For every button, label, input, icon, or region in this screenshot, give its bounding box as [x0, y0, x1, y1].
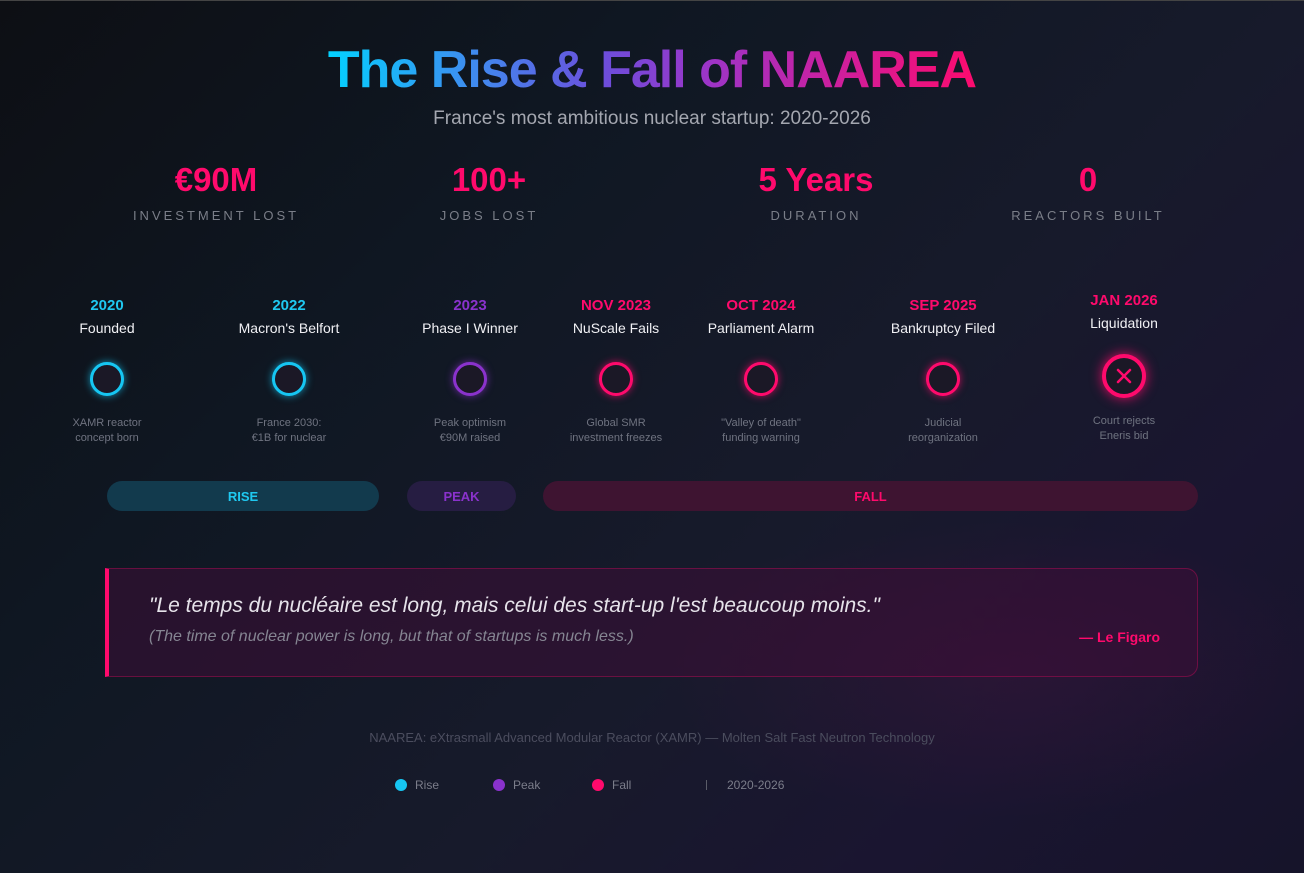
event-description: XAMR reactor concept born [17, 416, 197, 446]
timeline-event-2022: 2022 Macron's Belfort France 2030: €1B f… [199, 297, 379, 446]
legend-item-fall: Fall [592, 778, 706, 792]
timeline-node-icon [90, 362, 124, 396]
stat-jobs-lost: 100+ JOBS LOST [359, 160, 619, 223]
timeline-node-icon [744, 362, 778, 396]
phase-bar-rise: RISE [107, 481, 379, 511]
timeline-node-icon [272, 362, 306, 396]
timeline-event-jan-2026: JAN 2026 Liquidation Court rejects Eneri… [1034, 292, 1214, 444]
legend-item-peak: Peak [493, 778, 592, 792]
event-date: NOV 2023 [580, 297, 652, 314]
legend-dot-icon [592, 779, 604, 791]
event-desc-line: Judicial [924, 417, 962, 429]
event-date: OCT 2024 [726, 297, 796, 314]
legend-dot-icon [493, 779, 505, 791]
event-desc-line: France 2030: [256, 417, 322, 429]
timeline-event-nov-2023: NOV 2023 NuScale Fails Global SMR invest… [526, 297, 706, 446]
stat-duration: 5 Years DURATION [686, 160, 946, 223]
legend-item-rise: Rise [395, 778, 493, 792]
event-title: Macron's Belfort [238, 320, 340, 336]
event-title: Bankruptcy Filed [890, 320, 996, 336]
event-desc-line: funding warning [722, 432, 800, 444]
phase-bar-fall: FALL [543, 481, 1198, 511]
event-description: Peak optimism €90M raised [380, 416, 560, 446]
footnote: NAAREA: eXtrasmall Advanced Modular Reac… [369, 730, 935, 745]
event-title: NuScale Fails [572, 320, 660, 336]
top-border [0, 0, 1304, 1]
stat-investment-lost: €90M INVESTMENT LOST [86, 160, 346, 223]
event-description: Global SMR investment freezes [526, 416, 706, 446]
event-desc-line: Eneris bid [1099, 430, 1149, 442]
stat-reactors-built: 0 REACTORS BUILT [958, 160, 1218, 223]
event-date: 2022 [272, 297, 306, 314]
stat-label: DURATION [770, 208, 862, 223]
event-title: Phase I Winner [422, 320, 518, 336]
stat-value: 100+ [451, 161, 527, 198]
event-desc-line: Peak optimism [433, 417, 507, 429]
timeline-node-icon [926, 362, 960, 396]
page-subtitle: France's most ambitious nuclear startup:… [433, 108, 871, 129]
timeline-node-icon [599, 362, 633, 396]
event-description: France 2030: €1B for nuclear [199, 416, 379, 446]
quote-box: "Le temps du nucléaire est long, mais ce… [105, 568, 1198, 677]
timeline-node-icon [1102, 354, 1146, 398]
stat-label: INVESTMENT LOST [132, 208, 300, 223]
event-description: Judicial reorganization [853, 416, 1033, 446]
legend-label: Fall [612, 778, 632, 792]
legend-dot-icon [395, 779, 407, 791]
page-title: The Rise & Fall of NAAREA [322, 40, 982, 100]
event-title: Liquidation [1090, 315, 1158, 331]
event-description: Court rejects Eneris bid [1034, 414, 1214, 444]
event-desc-line: Global SMR [586, 417, 646, 429]
event-date: JAN 2026 [1090, 292, 1158, 309]
event-desc-line: investment freezes [569, 432, 663, 444]
event-desc-line: reorganization [908, 432, 978, 444]
legend-range: 2020-2026 [727, 778, 785, 792]
event-desc-line: "Valley of death" [721, 417, 801, 429]
event-desc-line: XAMR reactor [72, 417, 142, 429]
event-desc-line: €1B for nuclear [251, 432, 327, 444]
quote-french: "Le temps du nucléaire est long, mais ce… [149, 594, 880, 617]
quote-english: (The time of nuclear power is long, but … [149, 628, 634, 645]
event-desc-line: €90M raised [439, 432, 501, 444]
event-date: 2023 [453, 297, 487, 314]
stat-value: €90M [174, 161, 258, 198]
stat-value: 5 Years [758, 161, 874, 198]
stat-value: 0 [1078, 161, 1098, 198]
timeline-event-2023: 2023 Phase I Winner Peak optimism €90M r… [380, 297, 560, 446]
event-title: Founded [79, 320, 135, 336]
event-title: Parliament Alarm [707, 320, 815, 336]
legend-separator [706, 780, 707, 790]
x-icon [1116, 368, 1132, 384]
timeline-event-2020: 2020 Founded XAMR reactor concept born [17, 297, 197, 446]
legend-label: Peak [513, 778, 541, 792]
phase-bar-peak: PEAK [407, 481, 516, 511]
event-date: SEP 2025 [909, 297, 977, 314]
timeline-event-sep-2025: SEP 2025 Bankruptcy Filed Judicial reorg… [853, 297, 1033, 446]
event-desc-line: concept born [75, 432, 139, 444]
timeline-node-icon [453, 362, 487, 396]
quote-source: — Le Figaro [1079, 629, 1160, 645]
stat-label: JOBS LOST [439, 208, 539, 223]
timeline-event-oct-2024: OCT 2024 Parliament Alarm "Valley of dea… [671, 297, 851, 446]
legend-label: Rise [415, 778, 440, 792]
stat-label: REACTORS BUILT [1011, 208, 1165, 223]
legend: Rise Peak Fall 2020-2026 [395, 778, 784, 792]
event-description: "Valley of death" funding warning [671, 416, 851, 446]
event-desc-line: Court rejects [1092, 415, 1156, 427]
event-date: 2020 [90, 297, 124, 314]
